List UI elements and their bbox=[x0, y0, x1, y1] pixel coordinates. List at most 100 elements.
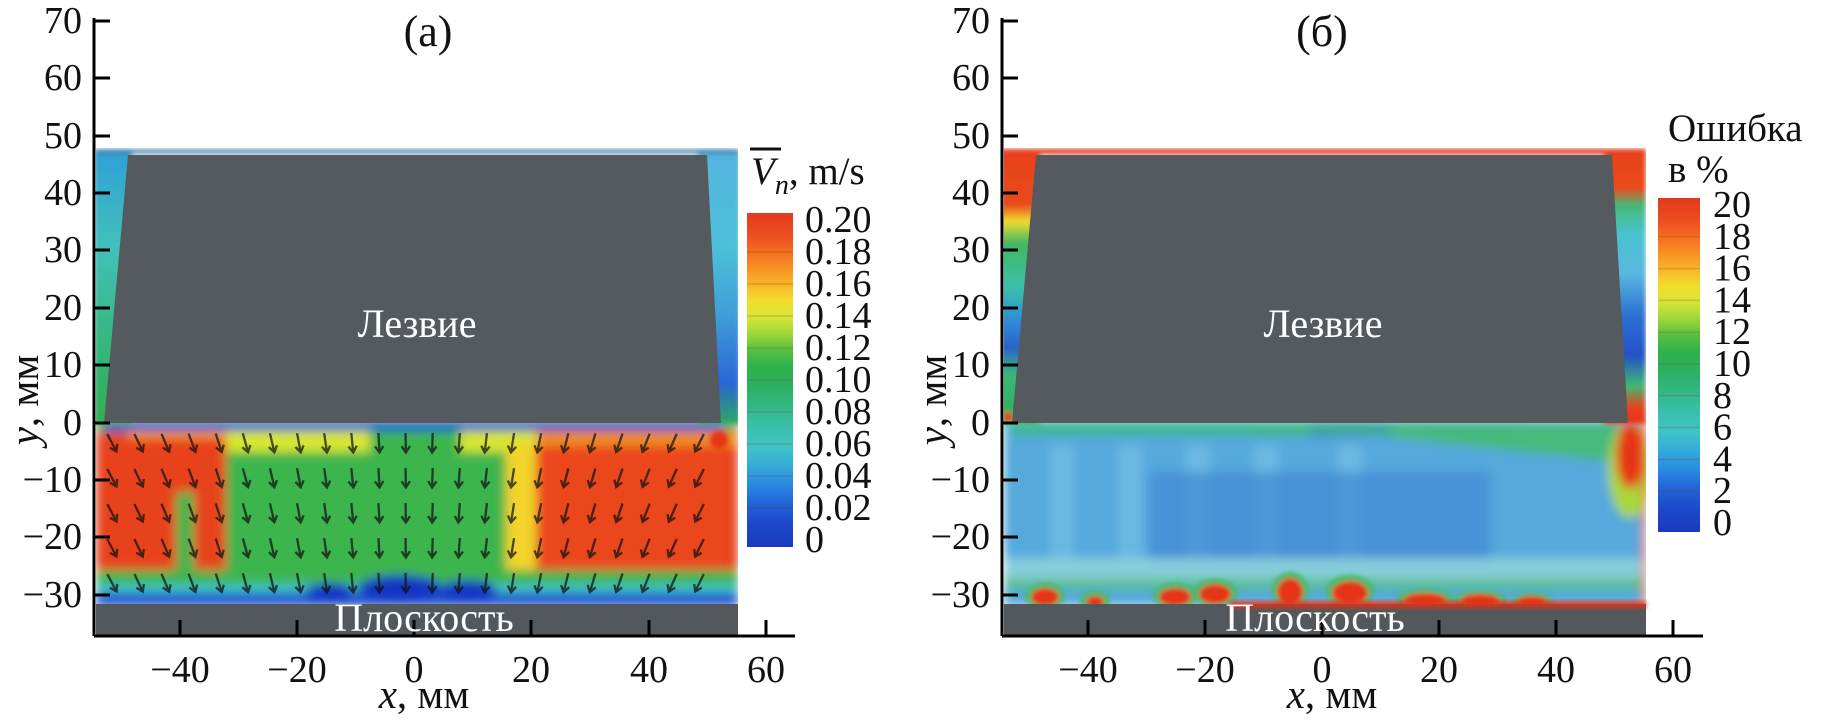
velocity-vector-arrow bbox=[268, 467, 279, 490]
velocity-vector-arrow bbox=[559, 573, 570, 595]
velocity-vector-arrow bbox=[374, 537, 385, 560]
velocity-vector-arrow bbox=[347, 502, 358, 525]
velocity-vector-arrow bbox=[506, 432, 517, 455]
velocity-vector-arrow bbox=[214, 468, 225, 490]
velocity-vector-arrow bbox=[294, 537, 305, 560]
velocity-vector-arrow bbox=[480, 502, 491, 525]
velocity-vector-arrow bbox=[400, 432, 411, 455]
colorbar-tick-label: 18 bbox=[1713, 216, 1751, 258]
velocity-vector-arrow bbox=[666, 538, 678, 559]
velocity-vector-arrow bbox=[586, 433, 597, 455]
velocity-vector-arrow bbox=[453, 502, 464, 525]
velocity-vector-arrow bbox=[347, 432, 358, 455]
y-tick-label: −30 bbox=[931, 574, 990, 616]
y-tick-label: −30 bbox=[23, 574, 82, 616]
velocity-vector-arrow bbox=[294, 572, 305, 595]
velocity-vector-arrow bbox=[241, 573, 252, 595]
y-tick-label: 10 bbox=[44, 344, 82, 386]
velocity-vector-arrow bbox=[106, 433, 119, 454]
velocity-vector-arrow bbox=[374, 467, 385, 490]
velocity-vector-arrow bbox=[187, 538, 199, 559]
y-tick-label: 30 bbox=[44, 229, 82, 271]
colorbar-tick-label: 6 bbox=[1713, 407, 1732, 449]
panel-a-velocity-field bbox=[96, 149, 738, 606]
velocity-vector-arrow bbox=[480, 537, 491, 560]
velocity-vector-arrow bbox=[374, 432, 385, 455]
velocity-vector-arrow bbox=[480, 467, 491, 490]
velocity-vector-arrow bbox=[214, 573, 225, 595]
y-tick-label: 30 bbox=[952, 229, 990, 271]
colorbar-tick-label: 20 bbox=[1713, 184, 1751, 226]
velocity-vector-arrow bbox=[160, 433, 172, 454]
y-tick-label: 20 bbox=[44, 287, 82, 329]
velocity-vector-arrow bbox=[321, 467, 332, 490]
velocity-vector-arrow bbox=[559, 538, 570, 560]
velocity-vector-arrow bbox=[666, 433, 678, 454]
velocity-vector-arrow bbox=[321, 502, 332, 525]
velocity-vector-arrow bbox=[241, 433, 252, 455]
velocity-vector-arrow bbox=[693, 573, 705, 594]
velocity-vector-arrow bbox=[347, 572, 358, 595]
velocity-vector-arrow bbox=[666, 468, 678, 489]
velocity-vector-arrow bbox=[533, 502, 544, 525]
velocity-vector-arrow bbox=[160, 538, 172, 559]
velocity-vector-arrow bbox=[160, 503, 172, 524]
y-tick-label: 50 bbox=[952, 115, 990, 157]
panel-0-cbar-labels: 0.200.180.160.140.120.100.080.060.040.02… bbox=[747, 199, 872, 561]
y-tick-label: −20 bbox=[931, 516, 990, 558]
velocity-vector-arrow bbox=[506, 502, 517, 525]
velocity-vector-arrow bbox=[453, 432, 464, 455]
panel-a-title: (a) bbox=[404, 7, 453, 56]
velocity-vector-arrow bbox=[187, 433, 199, 454]
velocity-vector-arrow bbox=[294, 502, 305, 525]
velocity-vector-arrow bbox=[400, 467, 411, 490]
colorbar-tick-label: 0.02 bbox=[805, 487, 872, 529]
velocity-vector-arrow bbox=[506, 467, 517, 490]
plane-shape-b bbox=[1004, 604, 1646, 636]
colorbar-tick-label: 0 bbox=[1713, 502, 1732, 544]
velocity-vector-arrow bbox=[133, 468, 146, 489]
velocity-vector-arrow bbox=[374, 572, 385, 595]
plane-label-b: Плоскость bbox=[1225, 595, 1404, 640]
blade-label-b: Лезвие bbox=[1264, 301, 1383, 346]
velocity-vector-arrow bbox=[347, 537, 358, 560]
velocity-vector-arrow bbox=[241, 468, 252, 490]
velocity-vector-arrow bbox=[639, 538, 651, 559]
x-tick-label: 20 bbox=[1420, 649, 1458, 691]
velocity-vector-arrow bbox=[268, 502, 279, 525]
x-tick-label: 60 bbox=[747, 649, 785, 691]
colorbar-tick-label: 8 bbox=[1713, 375, 1732, 417]
velocity-vector-arrow bbox=[480, 572, 491, 595]
panel-b-y-axis-label: y, мм bbox=[909, 355, 955, 450]
y-tick-label: 40 bbox=[44, 172, 82, 214]
panel-0-arrows bbox=[106, 432, 705, 595]
y-tick-label: 60 bbox=[44, 57, 82, 99]
velocity-vector-arrow bbox=[321, 537, 332, 560]
y-tick-label: −20 bbox=[23, 516, 82, 558]
velocity-vector-arrow bbox=[427, 467, 438, 490]
x-tick-label: −40 bbox=[150, 649, 209, 691]
velocity-vector-arrow bbox=[160, 573, 172, 594]
velocity-vector-arrow bbox=[693, 538, 705, 559]
velocity-vector-arrow bbox=[187, 573, 199, 594]
velocity-vector-arrow bbox=[639, 503, 651, 524]
velocity-vector-arrow bbox=[321, 572, 332, 595]
velocity-vector-arrow bbox=[533, 572, 544, 595]
x-tick-label: −20 bbox=[267, 649, 326, 691]
x-tick-label: 20 bbox=[512, 649, 550, 691]
blade-shape-a bbox=[104, 155, 721, 423]
velocity-vector-arrow bbox=[427, 502, 438, 525]
velocity-vector-arrow bbox=[533, 537, 544, 560]
velocity-vector-arrow bbox=[133, 573, 146, 594]
velocity-vector-arrow bbox=[374, 502, 385, 525]
colorbar-b-title-line1: Ошибка bbox=[1668, 107, 1803, 150]
colorbar-tick-label: 2 bbox=[1713, 470, 1732, 512]
velocity-vector-arrow bbox=[613, 433, 624, 454]
plane-label-a: Плоскость bbox=[334, 595, 513, 640]
velocity-vector-arrow bbox=[533, 467, 544, 490]
velocity-vector-arrow bbox=[453, 467, 464, 490]
panel-1-ticks: 70 60 50 40 30 20 10 0 −10 −20 −30 −40 −20 0 20 40 60 bbox=[931, 0, 1692, 691]
velocity-vector-arrow bbox=[639, 433, 651, 454]
velocity-vector-arrow bbox=[160, 468, 172, 489]
